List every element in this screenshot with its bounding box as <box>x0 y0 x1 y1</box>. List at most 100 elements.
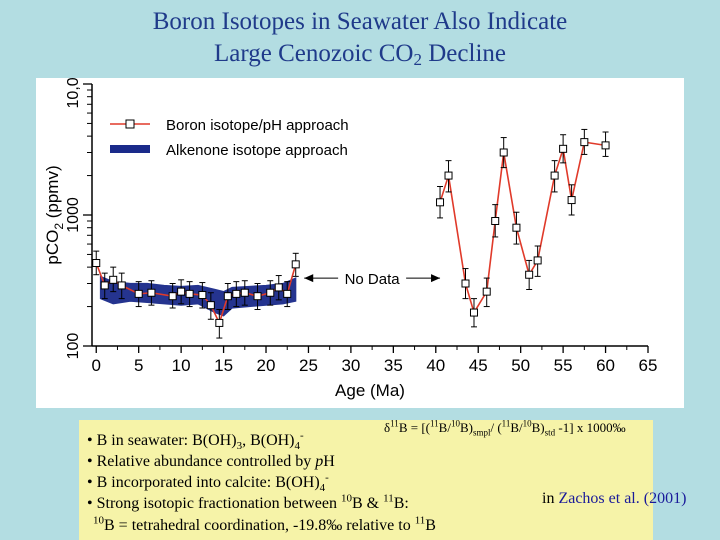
boron-point <box>559 144 568 153</box>
bullet5-sup1: 10 <box>93 514 104 527</box>
bullet-boron-seawater: • B in seawater: B(OH)3, B(OH)4- <box>87 429 304 453</box>
bullet-tetrahedral: 10B = tetrahedral coordination, -19.8‰ r… <box>93 514 436 536</box>
boron-point <box>567 196 576 205</box>
bullet-calcite: • B incorporated into calcite: B(OH)4- <box>87 471 329 495</box>
boron-point <box>223 292 232 301</box>
x-tick-label: 60 <box>596 356 615 375</box>
boron-point <box>469 308 478 317</box>
boron-point <box>283 289 292 298</box>
no-data-arrowhead-right <box>431 274 441 283</box>
boron-point <box>266 288 275 297</box>
boron-point <box>215 318 224 327</box>
boron-point <box>240 288 249 297</box>
boron-point <box>185 289 194 298</box>
bullet5-text-b: B <box>425 517 436 534</box>
boron-point <box>109 275 118 284</box>
no-data-label-bg <box>338 268 407 289</box>
x-tick-label: 35 <box>384 356 403 375</box>
bullet1-sup: - <box>300 429 304 442</box>
bullet1-sub: 3 <box>236 440 243 453</box>
boron-point <box>550 171 559 180</box>
bullet4-text-a: • Strong isotopic fractionation between <box>87 495 341 512</box>
boron-point <box>533 256 542 265</box>
boron-point <box>482 287 491 296</box>
legend-boron-marker <box>125 119 135 129</box>
title-line-1: Boron Isotopes in Seawater Also Indicate <box>152 8 568 35</box>
bullet3-text-a: • B incorporated into calcite: B(OH) <box>87 474 320 491</box>
bullet4-sup1: 10 <box>340 492 352 505</box>
citation-prefix: in <box>542 490 559 507</box>
notes-box <box>79 420 653 540</box>
x-tick-label: 65 <box>639 356 658 375</box>
y-tick-label: 10,000 <box>65 78 82 108</box>
y-axis-label: pCO2 (ppmv) <box>43 165 66 264</box>
title-line-2-sub: 2 <box>413 50 423 69</box>
boron-point <box>601 141 610 150</box>
bullet1-sub2: 4 <box>294 440 301 453</box>
boron-point <box>291 260 300 269</box>
citation-author: Zachos et al. (2001) <box>558 490 687 507</box>
boron-point <box>134 289 143 298</box>
citation: in Zachos et al. (2001) <box>542 490 686 508</box>
bullet4-text-b: B & <box>351 495 384 512</box>
boron-point <box>206 301 215 310</box>
no-data-label: No Data <box>345 271 401 288</box>
boron-point <box>491 216 500 225</box>
pco2-chart: 0 5 10 15 20 25 30 35 40 45 50 55 60 65 Age (Ma) 10,000… <box>43 78 658 400</box>
delta-boron-formula: δ11B = [(11B/10B)smpl/ (11B/10B)std -1] … <box>384 418 626 438</box>
boron-point <box>461 279 470 288</box>
boron-point <box>512 223 521 232</box>
bullet-fractionation: • Strong isotopic fractionation between … <box>87 492 409 514</box>
x-tick-label: 20 <box>257 356 276 375</box>
bullet1-text-b: , B(OH) <box>242 432 295 449</box>
y-tick-label: 100 <box>65 333 82 360</box>
boron-point <box>147 288 156 297</box>
chart-panel: 0 5 10 15 20 25 30 35 40 45 50 55 60 65 Age (Ma) 10,000… <box>36 78 684 408</box>
alkenone-band <box>99 275 297 317</box>
boron-point <box>499 148 508 157</box>
title-line-2: Large Cenozoic CO2 Decline <box>0 38 720 70</box>
bullet1-text-a: • B in seawater: B(OH) <box>87 432 237 449</box>
legend-alkenone-label: Alkenone isotope approach <box>166 142 348 159</box>
x-tick-label: 15 <box>214 356 233 375</box>
bullet2-text-b: H <box>323 453 335 470</box>
boron-point <box>580 138 589 147</box>
no-data-arrowhead-left <box>304 274 314 283</box>
boron-point <box>525 270 534 279</box>
bullet5-text-a: B = tetrahedral coordination, -19.8‰ rel… <box>104 517 415 534</box>
boron-point <box>117 281 126 290</box>
x-tick-label: 5 <box>134 356 143 375</box>
y-tick-label: 1000 <box>65 197 82 233</box>
boron-point <box>100 281 109 290</box>
boron-point <box>274 283 283 292</box>
x-tick-label: 25 <box>299 356 318 375</box>
boron-point <box>232 289 241 298</box>
legend-boron-label: Boron isotope/pH approach <box>166 117 349 134</box>
title-line-2-prefix: Large Cenozoic CO <box>214 40 414 67</box>
slide-title: Boron Isotopes in Seawater Also Indicate… <box>0 6 720 70</box>
boron-point <box>198 291 207 300</box>
x-tick-label: 55 <box>554 356 573 375</box>
boron-point <box>253 292 262 301</box>
x-tick-label: 50 <box>511 356 530 375</box>
bullet3-sup: - <box>325 471 329 484</box>
x-tick-label: 10 <box>172 356 191 375</box>
bullet2-text-a: • Relative abundance controlled by <box>87 453 316 470</box>
bullet4-sup2: 11 <box>383 492 394 505</box>
bullet2-p: p <box>315 453 324 470</box>
boron-point <box>436 198 445 207</box>
bullet5-sup2: 11 <box>414 514 426 527</box>
title-line-2-suffix: Decline <box>422 40 506 67</box>
legend-alkenone-swatch <box>110 145 150 153</box>
bullet-relative-abundance: • Relative abundance controlled by pH <box>87 452 335 472</box>
x-tick-label: 30 <box>341 356 360 375</box>
bullet3-sub: 4 <box>319 482 326 495</box>
x-tick-label: 0 <box>92 356 101 375</box>
formula-text: δ11B = [(11B/10B)smpl/ (11B/10B)std -1] … <box>384 418 626 438</box>
x-tick-label: 45 <box>469 356 488 375</box>
boron-point <box>177 287 186 296</box>
bullet4-text-c: B: <box>393 495 409 512</box>
x-tick-label: 40 <box>426 356 445 375</box>
boron-point <box>444 171 453 180</box>
boron-point <box>92 259 101 268</box>
